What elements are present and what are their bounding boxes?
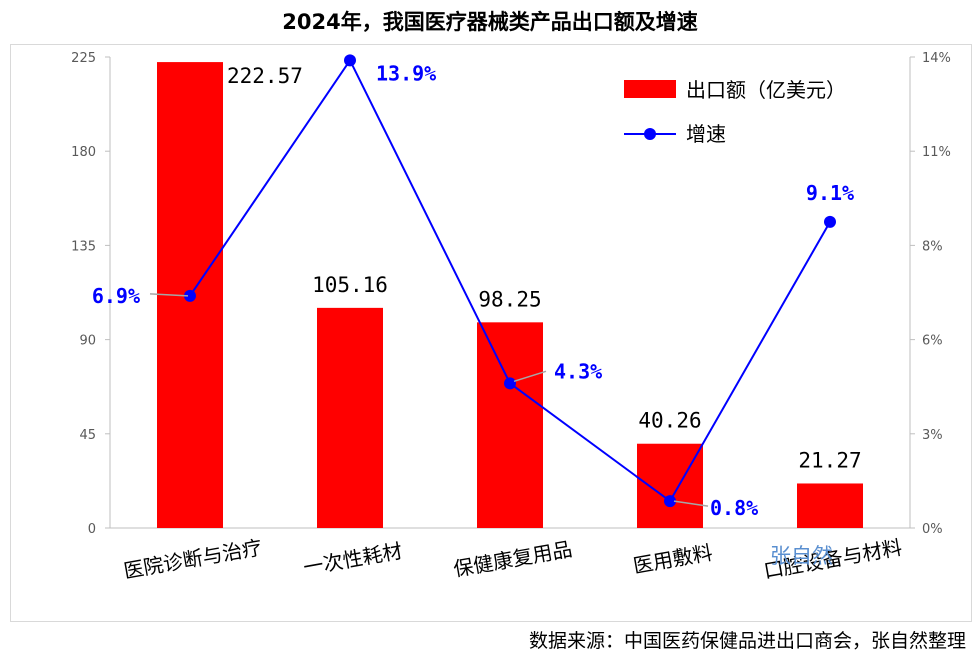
- y-left-tick-label: 135: [71, 239, 96, 254]
- growth-value-label: 4.3%: [554, 359, 602, 383]
- bar-value-label: 40.26: [638, 409, 701, 433]
- chart-frame: [10, 44, 972, 622]
- x-category-label: 医用敷料: [631, 540, 714, 578]
- growth-point: [344, 54, 356, 67]
- bar: [477, 322, 543, 528]
- watermark-text: 张自然: [770, 544, 833, 568]
- growth-value-label: 13.9%: [376, 61, 436, 85]
- growth-value-label: 0.8%: [710, 496, 758, 520]
- growth-label-leader: [149, 293, 189, 297]
- y-left-tick-label: 225: [71, 51, 96, 66]
- growth-value-label: 6.9%: [92, 284, 140, 308]
- legend-swatch-point: [644, 128, 656, 140]
- growth-point: [824, 215, 836, 228]
- growth-point: [184, 289, 196, 302]
- y-right-tick-label: 6%: [922, 334, 943, 349]
- y-right-tick-label: 11%: [922, 145, 951, 160]
- y-right-tick-label: 14%: [922, 51, 951, 66]
- y-left-tick-label: 0: [88, 522, 96, 537]
- x-category-label: 医院诊断与治疗: [122, 535, 264, 583]
- bar-value-label: 105.16: [312, 273, 388, 297]
- chart-title: 2024年，我国医疗器械类产品出口额及增速: [282, 10, 698, 34]
- bar-value-label: 98.25: [478, 287, 541, 311]
- growth-value-label: 9.1%: [806, 181, 854, 205]
- bar-value-label: 222.57: [227, 64, 303, 88]
- y-right-tick-label: 0%: [922, 522, 943, 537]
- growth-point: [504, 377, 516, 390]
- growth-label-leader: [673, 500, 709, 507]
- y-right-tick-label: 8%: [922, 239, 943, 254]
- bar: [317, 307, 383, 528]
- bar-value-label: 21.27: [798, 448, 861, 472]
- legend-label-bar: 出口额（亿美元）: [686, 78, 846, 102]
- y-left-tick-label: 90: [79, 334, 96, 349]
- x-category-label: 一次性耗材: [301, 539, 404, 580]
- source-note: 数据来源：中国医药保健品进出口商会，张自然整理: [528, 630, 966, 652]
- growth-point: [664, 495, 676, 508]
- x-category-label: 保健康复用品: [452, 537, 574, 581]
- y-left-tick-label: 180: [71, 145, 96, 160]
- legend-label-line: 增速: [686, 122, 726, 146]
- y-right-tick-label: 3%: [922, 428, 943, 443]
- bar: [637, 443, 703, 528]
- bar: [797, 483, 863, 528]
- growth-label-leader: [513, 370, 547, 383]
- y-left-tick-label: 45: [79, 428, 96, 443]
- legend-swatch-bar: [624, 80, 676, 98]
